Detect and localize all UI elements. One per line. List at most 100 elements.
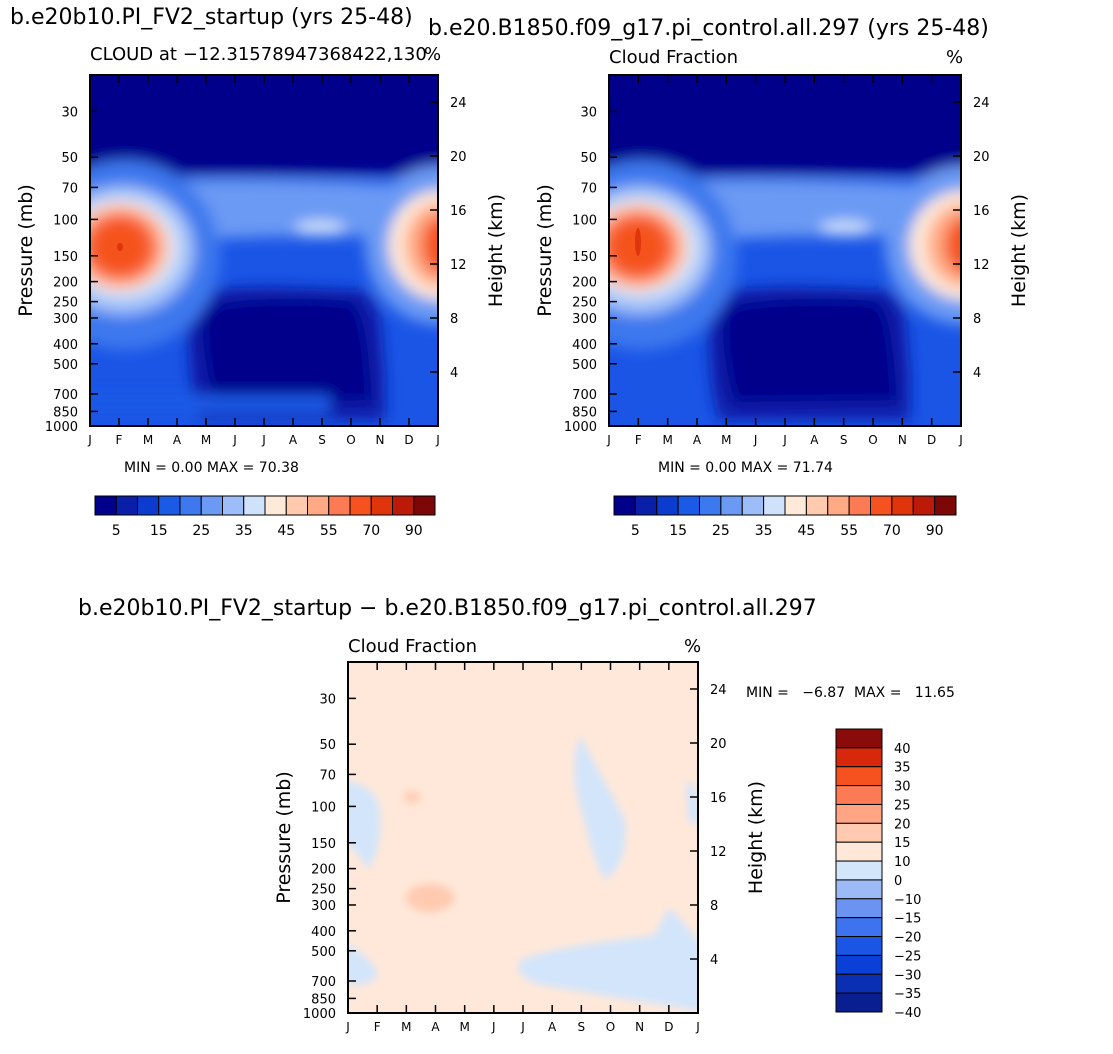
y-tick-label: 100 — [572, 213, 597, 228]
colorbar-box — [677, 495, 700, 516]
y-tick-label: 250 — [311, 883, 336, 898]
colorbar-box — [784, 495, 807, 516]
y2-tick-label: 20 — [450, 150, 467, 165]
x-tick-label: F — [374, 1020, 381, 1034]
x-tick-label: J — [435, 433, 440, 447]
x-tick-label: J — [520, 1020, 525, 1034]
y2-axis-label: Height (km) — [745, 781, 767, 894]
x-tick-label: J — [958, 433, 963, 447]
x-tick-label: O — [868, 433, 877, 447]
title-diff: b.e20b10.PI_FV2_startup − b.e20.B1850.f0… — [78, 596, 817, 621]
x-tick-label: M — [721, 433, 731, 447]
y2-tick-label: 16 — [450, 204, 467, 219]
y2-tick-label: 16 — [710, 791, 727, 806]
colorbar-box — [94, 495, 117, 516]
colorbar-box — [835, 766, 883, 787]
colorbar-box — [835, 822, 883, 843]
colorbar-label: −20 — [894, 931, 921, 946]
colorbar-label: 35 — [755, 523, 773, 539]
y-tick-label: 150 — [311, 837, 336, 852]
x-tick-label: S — [318, 433, 326, 447]
y-tick-label: 70 — [61, 181, 78, 196]
colorbar-box — [835, 898, 883, 919]
y2-tick-label: 16 — [973, 204, 990, 219]
x-tick-label: J — [695, 1020, 700, 1034]
y-tick-label: 200 — [53, 276, 78, 291]
x-tick-label: D — [404, 433, 413, 447]
colorbar-box — [243, 495, 266, 516]
colorbar-box — [835, 917, 883, 938]
x-tick-label: O — [346, 433, 355, 447]
colorbar-label: 45 — [277, 523, 295, 539]
colorbar-box — [656, 495, 679, 516]
colorbar-label: −15 — [894, 912, 921, 927]
x-tick-label: N — [635, 1020, 644, 1034]
x-tick-label: N — [376, 433, 385, 447]
y2-tick-label: 8 — [973, 312, 981, 327]
y-tick-label: 30 — [61, 105, 78, 120]
colorbar-box — [848, 495, 871, 516]
colorbar-box — [835, 973, 883, 994]
y-tick-label: 150 — [572, 250, 597, 265]
panel-a-units: % — [424, 44, 441, 65]
y-axis-label: Pressure (mb) — [534, 184, 556, 317]
colorbar-box — [835, 879, 883, 900]
colorbar-box — [827, 495, 850, 516]
y-tick-label: 1000 — [303, 1007, 336, 1022]
colorbar-box — [413, 495, 436, 516]
colorbar-label: 90 — [405, 523, 423, 539]
x-tick-label: F — [635, 433, 642, 447]
y-tick-label: 400 — [311, 925, 336, 940]
x-tick-label: M — [201, 433, 211, 447]
x-tick-label: A — [289, 433, 298, 447]
colorbar-label: 55 — [320, 523, 338, 539]
panel-c-stats: MIN = −6.87 MAX = 11.65 — [746, 685, 955, 701]
colorbar-box — [328, 495, 351, 516]
colorbar-label: 15 — [669, 523, 687, 539]
y-tick-label: 700 — [53, 388, 78, 403]
y-axis-label: Pressure (mb) — [15, 184, 37, 317]
colorbar-label: 10 — [894, 855, 911, 870]
panel-c: Cloud Fraction % MIN = −6.87 MAX = 11.65 — [348, 636, 955, 1013]
x-tick-label: J — [345, 1020, 350, 1034]
colorbar-box — [835, 954, 883, 975]
y-tick-label: 400 — [53, 338, 78, 353]
stats-label: MIN = 0.00 MAX = 71.74 — [658, 460, 833, 476]
y2-tick-label: 8 — [710, 899, 718, 914]
colorbar-box — [115, 495, 138, 516]
y-tick-label: 300 — [53, 312, 78, 327]
colorbar-label: −10 — [894, 893, 921, 908]
x-tick-label: S — [578, 1020, 586, 1034]
y-tick-label: 100 — [53, 213, 78, 228]
colorbar-box — [285, 495, 308, 516]
y-tick-label: 70 — [319, 768, 336, 783]
colorbar-box — [763, 495, 786, 516]
x-tick-label: D — [927, 433, 936, 447]
x-tick-label: D — [664, 1020, 673, 1034]
colorbar-box — [835, 992, 883, 1013]
colorbar-box — [307, 495, 330, 516]
y-tick-label: 700 — [311, 975, 336, 990]
y2-tick-label: 12 — [710, 845, 727, 860]
panel-b-units: % — [946, 47, 963, 68]
x-tick-label: J — [753, 433, 758, 447]
colorbar-label: 70 — [362, 523, 380, 539]
colorbar-label: 40 — [894, 742, 911, 757]
colorbar-box — [934, 495, 957, 516]
x-tick-label: J — [261, 433, 266, 447]
colorbar-box — [222, 495, 245, 516]
y2-tick-label: 8 — [450, 312, 458, 327]
y2-tick-label: 4 — [450, 366, 458, 381]
x-tick-label: M — [143, 433, 153, 447]
y2-tick-label: 20 — [973, 150, 990, 165]
colorbar-label: 35 — [894, 761, 911, 776]
y-tick-label: 500 — [53, 358, 78, 373]
colorbar-label: −25 — [894, 949, 921, 964]
x-tick-label: J — [782, 433, 787, 447]
colorbar-box — [805, 495, 829, 516]
colorbar-label: 5 — [112, 523, 121, 539]
colorbar-label: −35 — [894, 987, 921, 1002]
colorbar-box — [835, 747, 883, 768]
colorbar-box — [264, 495, 287, 516]
